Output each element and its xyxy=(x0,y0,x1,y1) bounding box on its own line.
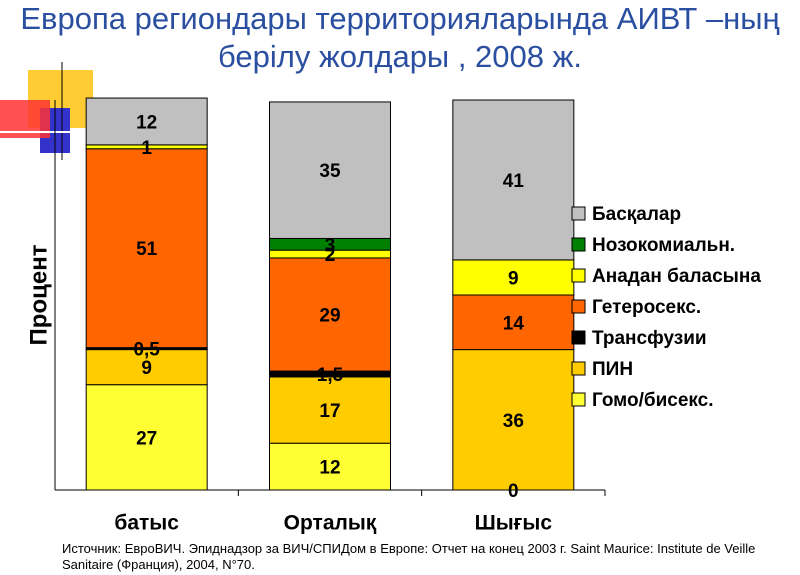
chart-title: Европа региондары территорияларында АИВТ… xyxy=(20,1,780,74)
legend-swatch xyxy=(571,361,586,376)
bar-segment xyxy=(269,101,391,239)
data-label: 1,5 xyxy=(317,365,344,386)
data-label: 3 xyxy=(325,235,336,256)
data-label: 2 xyxy=(325,245,336,266)
bar-segment xyxy=(452,99,575,261)
y-axis-label: Процент xyxy=(25,244,52,345)
x-tick-label: Орталық xyxy=(284,512,377,535)
source-note: Источник: ЕвроВИЧ. Эпиднадзор за ВИЧ/СПИ… xyxy=(62,541,756,572)
data-label: 0,5 xyxy=(133,340,160,361)
legend-swatch xyxy=(571,237,586,252)
data-label: 51 xyxy=(136,239,158,260)
legend-label: Басқалар xyxy=(592,204,681,225)
x-tick-label: батыс xyxy=(114,512,179,535)
bar-segment xyxy=(452,294,575,351)
data-label: 0 xyxy=(508,481,519,502)
legend xyxy=(565,193,747,415)
bar-segment xyxy=(269,257,391,372)
data-label: 14 xyxy=(503,313,525,334)
x-tick-label: Шығыс xyxy=(475,512,553,535)
legend-label: Гомо/бисекс. xyxy=(592,390,714,411)
legend-label: Гетеросекс. xyxy=(592,297,701,318)
bar-segment xyxy=(85,384,208,491)
data-label: 9 xyxy=(508,268,519,289)
data-label: 29 xyxy=(319,306,340,327)
legend-swatch xyxy=(571,268,586,283)
legend-label: Нозокомиальн. xyxy=(592,235,735,256)
bar-segment xyxy=(85,349,208,386)
bar-segment xyxy=(269,376,391,444)
bar-segment xyxy=(85,97,208,146)
data-label: 12 xyxy=(319,458,340,479)
legend-swatch xyxy=(571,330,586,345)
data-label: 9 xyxy=(141,358,152,379)
legend-swatch xyxy=(571,206,586,221)
data-label: 36 xyxy=(503,411,524,432)
legend-swatch xyxy=(571,392,586,407)
bar-segment xyxy=(269,442,391,491)
data-label: 41 xyxy=(503,171,525,192)
data-label: 1 xyxy=(141,138,152,159)
legend-label: Трансфузии xyxy=(592,328,707,349)
legend-swatch xyxy=(571,299,586,314)
bar-segment xyxy=(452,349,575,491)
legend-label: Анадан баласына xyxy=(592,266,761,287)
data-label: 35 xyxy=(319,161,341,182)
bar-segment xyxy=(452,259,575,296)
data-label: 12 xyxy=(136,112,157,133)
data-label: 27 xyxy=(136,428,157,449)
bar-segment xyxy=(85,148,208,349)
data-label: 17 xyxy=(319,401,340,422)
legend-label: ПИН xyxy=(592,359,633,380)
